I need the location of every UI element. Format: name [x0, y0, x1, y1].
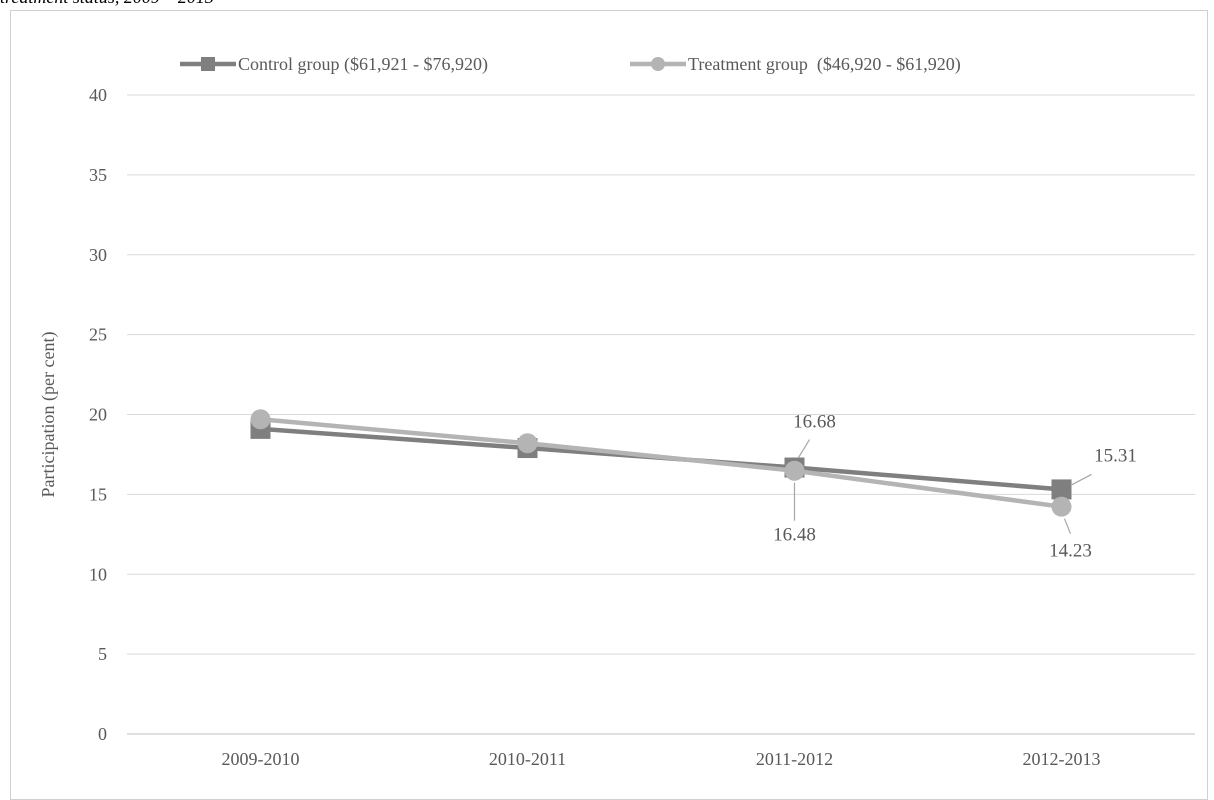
- series-line-1: [260, 417, 1062, 509]
- data-label: 14.23: [1049, 541, 1092, 562]
- x-tick-label: 2009-2010: [222, 749, 300, 769]
- y-tick-label: 5: [98, 644, 107, 664]
- data-label: 16.68: [793, 412, 836, 433]
- data-point-square: [1051, 479, 1072, 500]
- axes: 0 5 10 15 20 25 30 35 40 2009-2010 2010-2011 2011-2…: [89, 85, 1101, 769]
- x-tick-label: 2011-2012: [756, 749, 833, 769]
- data-label-leader: [797, 439, 811, 458]
- data-point-circle: [517, 433, 538, 454]
- data-labels: 16.68 15.31 16.48 14.23: [773, 412, 1137, 562]
- series-lines: [250, 409, 1072, 517]
- y-axis-label: Participation (per cent): [38, 332, 59, 498]
- data-label: 15.31: [1094, 445, 1137, 466]
- data-label-leader: [1063, 518, 1072, 534]
- legend-entry-label: Control group ($61,921 - $76,920): [238, 54, 488, 75]
- legend-marker-square: [201, 57, 215, 71]
- data-point-circle: [784, 460, 805, 481]
- chart-caption: treatment status, 2009 – 2013: [0, 0, 1214, 11]
- gridlines: [127, 94, 1195, 735]
- y-tick-label: 25: [89, 325, 107, 345]
- y-tick-label: 10: [89, 564, 107, 584]
- x-tick-label: 2012-2013: [1023, 749, 1101, 769]
- data-label-leader: [1070, 473, 1092, 486]
- data-point-circle: [1051, 496, 1072, 517]
- y-tick-label: 40: [89, 85, 107, 105]
- data-label: 16.48: [773, 525, 816, 546]
- legend: Control group ($61,921 - $76,920) Treatme…: [180, 54, 961, 75]
- y-tick-label: 0: [98, 724, 107, 744]
- y-tick-label: 15: [89, 484, 107, 504]
- y-tick-label: 30: [89, 245, 107, 265]
- legend-marker-circle: [651, 57, 665, 71]
- x-tick-label: 2010-2011: [489, 749, 566, 769]
- data-point-circle: [250, 409, 271, 430]
- y-tick-label: 35: [89, 165, 107, 185]
- y-tick-label: 20: [89, 405, 107, 425]
- legend-entry-label: Treatment group ($46,920 - $61,920): [688, 54, 961, 75]
